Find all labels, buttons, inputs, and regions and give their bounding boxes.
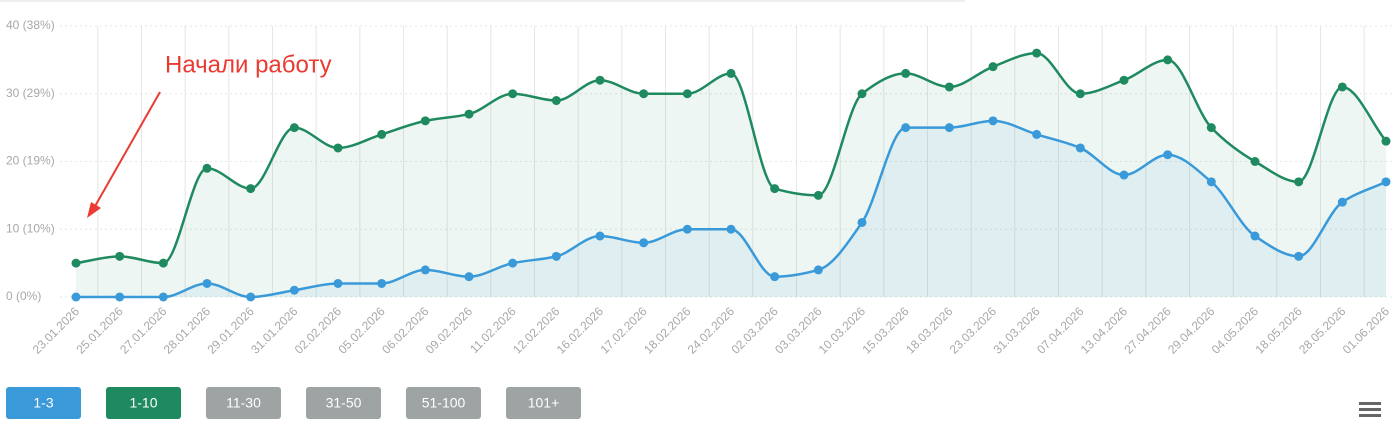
y-tick-label: 40 (38%) [6,18,55,32]
plot [71,48,1391,302]
data-point [857,217,867,227]
data-point [726,224,736,234]
grid [60,25,1392,298]
data-point [115,292,125,302]
data-point [1250,231,1260,241]
filter-button-label[interactable]: 31-50 [326,395,362,411]
data-point [551,96,561,106]
data-point [726,68,736,78]
data-point [944,123,954,133]
data-point [333,143,343,153]
data-point [639,89,649,99]
filter-button-bg[interactable] [506,387,581,419]
data-point [944,82,954,92]
data-point [289,285,299,295]
filter-button-label[interactable]: 1-10 [129,395,157,411]
data-point [682,224,692,234]
data-point [1075,143,1085,153]
filter-button-bg[interactable] [106,387,181,419]
data-point [1032,48,1042,58]
data-point [71,258,81,268]
data-point [988,62,998,72]
data-point [1075,89,1085,99]
data-point [158,258,168,268]
filter-button-label[interactable]: 101+ [528,395,560,411]
y-tick-label: 20 (19%) [6,154,55,168]
data-point [595,75,605,85]
data-point [508,258,518,268]
data-point [770,272,780,282]
data-point [1250,157,1260,166]
data-point [1032,129,1042,139]
buttons: 1-3 1-10 11-30 31-50 51-100 101+ [6,387,581,419]
data-point [202,278,212,288]
data-point [901,68,911,78]
filter-button[interactable]: 31-50 [306,387,381,419]
data-point [595,231,605,241]
data-point [1119,75,1129,85]
x-tick-label: 09.02.2026 [423,304,476,357]
data-point [1337,82,1347,92]
data-point [901,123,911,133]
data-point [464,109,474,119]
data-point [158,292,168,302]
data-point [857,89,867,99]
data-point [420,116,430,126]
annotation: Начали работу [165,51,332,78]
series-line [75,51,1387,265]
data-point [289,123,299,133]
data-point [464,272,474,282]
data-point [988,116,998,126]
data-point [202,163,212,173]
data-point [1381,177,1391,187]
menu-button[interactable] [1356,398,1384,420]
filter-button-bg[interactable] [306,387,381,419]
data-point [639,238,649,248]
filter-button-label[interactable]: 11-30 [226,395,261,411]
data-point [333,278,343,288]
data-point [1119,170,1129,180]
data-point [508,89,518,99]
data-point [1163,150,1173,160]
data-point [813,265,823,275]
filter-button[interactable]: 1-10 [106,387,181,419]
filter-button-bg[interactable] [6,387,81,419]
data-point [71,292,81,302]
data-point [1294,177,1304,187]
series-area [76,120,1386,297]
data-point [1294,251,1304,261]
filter-button[interactable]: 11-30 [206,387,281,419]
data-point [551,251,561,261]
data-point [1206,123,1216,133]
data-point [1163,55,1173,65]
data-point [377,129,387,139]
data-point [770,184,780,194]
data-point [1381,136,1391,146]
data-point [377,278,387,288]
filter-button-bg[interactable] [406,387,481,419]
y-tick-label: 10 (10%) [6,221,55,235]
data-point [1337,197,1347,207]
annotation-arrow [87,91,161,218]
filter-button-bg[interactable] [206,387,281,419]
filter-button[interactable]: 51-100 [406,387,481,419]
filter-button-label[interactable]: 51-100 [422,395,466,411]
data-point [813,190,823,200]
data-point [246,184,256,194]
series-area [76,53,1386,297]
filter-button-label[interactable]: 1-3 [33,395,53,411]
data-point [682,89,692,99]
y-tick-label: 0 (0%) [6,289,41,303]
x-tick-label: 01.06.2026 [1340,304,1393,357]
filter-button[interactable]: 1-3 [6,387,81,419]
data-point [246,292,256,302]
data-point [1206,177,1216,187]
data-point [115,251,125,261]
y-tick-label: 30 (29%) [6,86,55,100]
data-point [420,265,430,275]
filter-button[interactable]: 101+ [506,387,581,419]
